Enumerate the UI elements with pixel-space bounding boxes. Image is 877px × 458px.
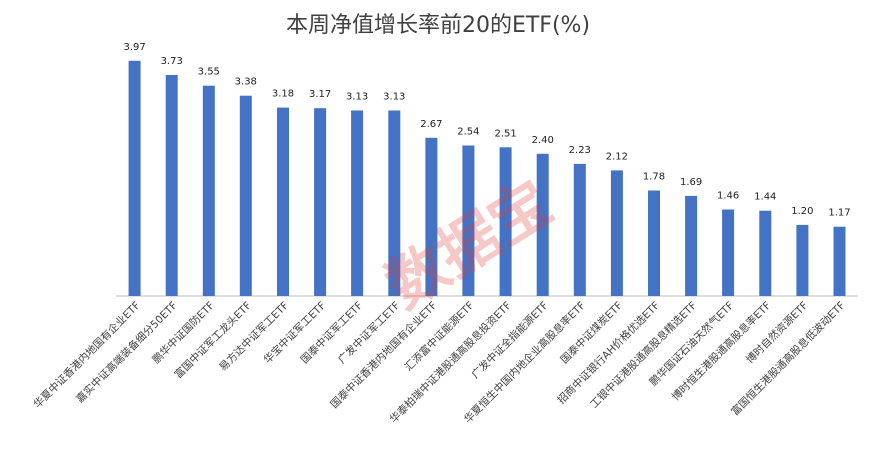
data-label: 3.73 xyxy=(161,56,183,67)
category-tick-label: 广发中证军工ETF xyxy=(335,299,402,366)
bar xyxy=(165,75,178,296)
data-label: 3.55 xyxy=(198,67,220,78)
bar xyxy=(202,85,215,296)
bar xyxy=(722,209,735,296)
bar xyxy=(462,145,475,296)
bar xyxy=(685,195,698,296)
data-label: 2.67 xyxy=(420,119,442,130)
bar xyxy=(536,153,549,296)
data-label: 3.97 xyxy=(123,42,145,53)
bar xyxy=(314,108,327,296)
bars-group xyxy=(128,60,846,296)
data-label: 1.69 xyxy=(680,177,702,188)
category-tick-label: 博时自然资源ETF xyxy=(743,299,810,366)
category-tick-label: 国泰中证军工ETF xyxy=(298,299,365,366)
data-label: 2.51 xyxy=(494,128,516,139)
bar xyxy=(388,110,401,296)
data-label: 1.46 xyxy=(717,191,739,202)
data-label: 3.17 xyxy=(309,89,331,100)
bar xyxy=(648,190,660,296)
data-label: 1.17 xyxy=(828,208,850,219)
category-tick-label: 鹏华中证国防ETF xyxy=(150,299,217,366)
chart-title: 本周净值增长率前20的ETF(%) xyxy=(286,13,590,38)
bar xyxy=(610,170,623,296)
bar xyxy=(833,226,846,296)
value-labels-group: 3.97 3.73 3.55 3.38 3.18 3.17 3.13 3.13 2.67 2.54… xyxy=(123,42,850,219)
data-label: 2.40 xyxy=(532,135,554,146)
data-label: 1.20 xyxy=(791,206,813,217)
category-tick-label: 易方达中证军工ETF xyxy=(216,299,291,374)
data-label: 2.12 xyxy=(606,151,628,162)
bar xyxy=(796,224,809,296)
data-label: 1.78 xyxy=(643,172,665,183)
bar xyxy=(128,60,141,296)
category-tick-label: 华宝中证军工ETF xyxy=(261,299,328,366)
bar xyxy=(425,137,438,296)
category-tick-label: 国泰中证煤炭ETF xyxy=(558,299,625,366)
category-labels-group: 华夏中证香港内地国有企业ETF嘉实中证高端装备细分50ETF鹏华中证国防ETF富… xyxy=(31,299,848,426)
bar xyxy=(759,210,772,296)
data-label: 2.54 xyxy=(457,127,479,138)
data-label: 3.18 xyxy=(272,89,294,100)
data-label: 1.44 xyxy=(754,192,776,203)
bar xyxy=(573,163,586,296)
data-label: 3.13 xyxy=(346,92,368,103)
bar xyxy=(277,107,289,296)
data-label: 2.23 xyxy=(569,145,591,156)
data-label: 3.13 xyxy=(383,92,405,103)
bar xyxy=(239,95,252,296)
bar xyxy=(499,147,512,296)
data-label: 3.38 xyxy=(235,77,257,88)
bar xyxy=(351,110,364,296)
